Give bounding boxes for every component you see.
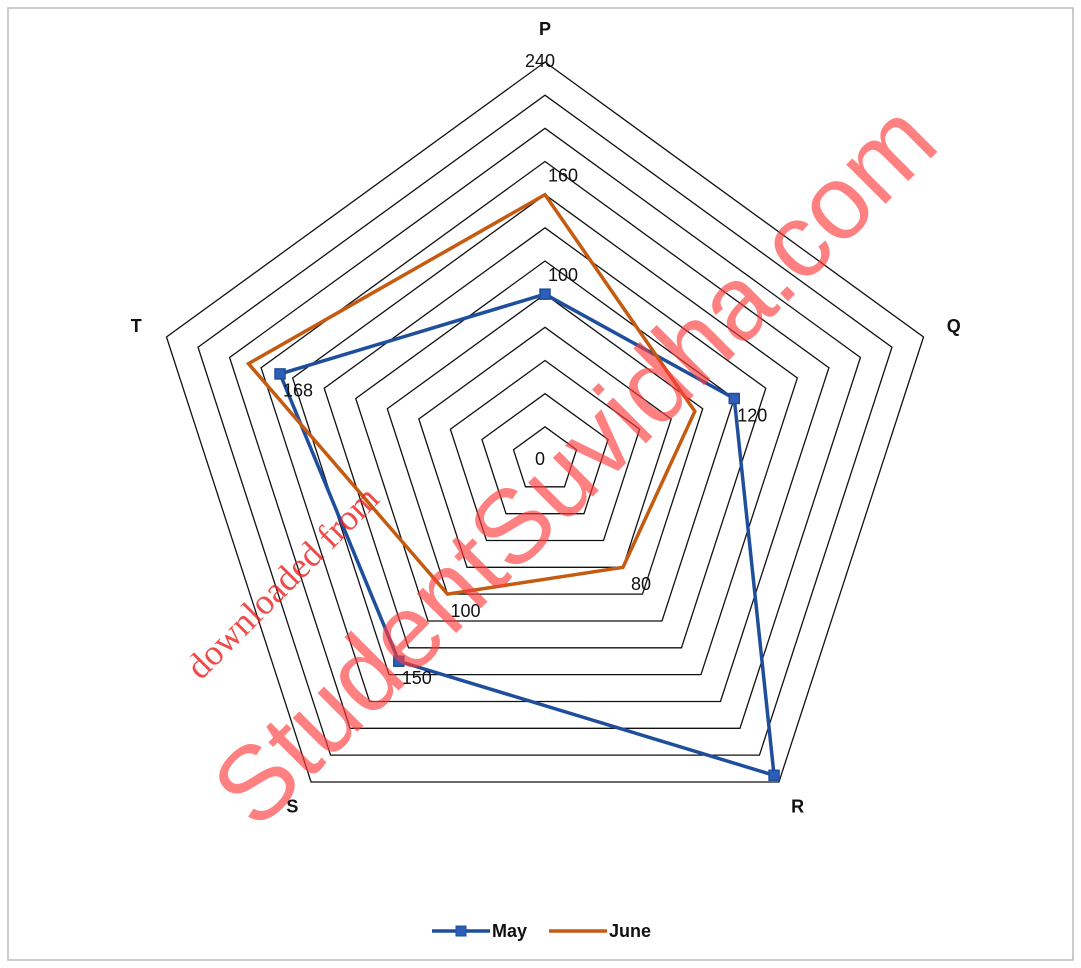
marker: [393, 655, 405, 667]
r-tick-label: 240: [525, 51, 555, 71]
grid-ring: [291, 193, 799, 676]
legend-label: May: [492, 921, 527, 941]
data-label: 100: [548, 265, 578, 285]
grid-ring: [386, 293, 704, 595]
category-label: S: [286, 796, 298, 816]
grid-ring: [418, 326, 672, 568]
legend-label: June: [609, 921, 651, 941]
grid-ring: [323, 227, 767, 649]
data-label: 150: [402, 668, 432, 688]
grid-ring: [481, 392, 609, 515]
category-label: P: [539, 19, 551, 39]
grid-ring: [197, 94, 893, 756]
marker: [539, 288, 551, 300]
grid-ring: [260, 160, 830, 703]
series-line: [245, 192, 697, 597]
legend-marker: [455, 925, 467, 937]
r-tick-label: 0: [535, 449, 545, 469]
data-label: 80: [631, 574, 651, 594]
data-label: 100: [451, 601, 481, 621]
grid-ring: [354, 260, 736, 622]
marker: [274, 368, 286, 380]
data-label: 160: [548, 165, 578, 185]
grid-ring: [165, 61, 925, 783]
series-line: [277, 292, 777, 778]
category-label: Q: [947, 316, 961, 336]
grid-ring: [512, 426, 578, 488]
marker: [768, 769, 780, 782]
category-label: R: [791, 796, 804, 816]
marker: [728, 392, 741, 405]
data-label: 168: [283, 381, 313, 401]
grid-ring: [228, 127, 862, 729]
category-label: T: [131, 316, 142, 336]
grid-ring: [449, 359, 641, 542]
data-label: 120: [737, 405, 767, 425]
plot-area: 0 240 P Q R S T 100 120 150 168 160 80 100: [131, 19, 961, 817]
chart-frame: [7, 7, 1074, 961]
